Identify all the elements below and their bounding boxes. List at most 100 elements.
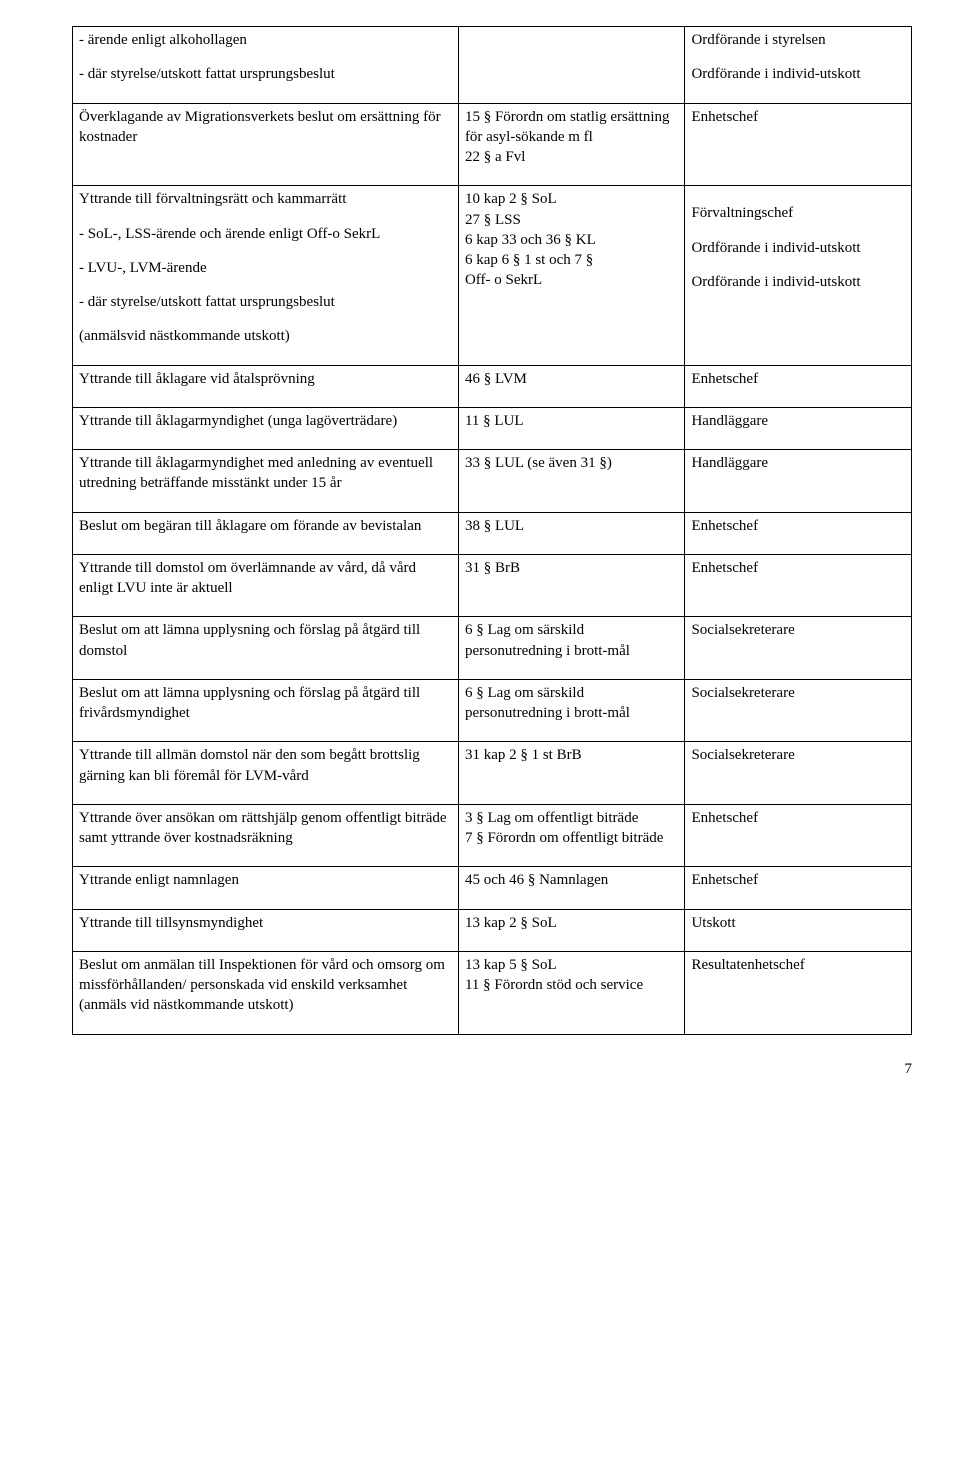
cell-text: - där styrelse/utskott fattat ursprungsb…: [79, 64, 452, 84]
cell-text: Enhetschef: [691, 870, 905, 890]
table-cell: Enhetschef: [685, 804, 912, 867]
table-cell: 31 § BrB: [458, 554, 685, 617]
table-cell: Enhetschef: [685, 554, 912, 617]
table-row: Yttrande till förvaltningsrätt och kamma…: [73, 186, 912, 365]
cell-text: Utskott: [691, 913, 905, 933]
cell-text: - där styrelse/utskott fattat ursprungsb…: [79, 292, 452, 312]
table-cell: 13 kap 2 § SoL: [458, 909, 685, 951]
cell-text: 31 § BrB: [465, 558, 679, 578]
table-cell: 6 § Lag om särskild personutredning i br…: [458, 617, 685, 680]
cell-text: Beslut om att lämna upplysning och försl…: [79, 620, 452, 661]
table-cell: Beslut om anmälan till Inspektionen för …: [73, 951, 459, 1034]
cell-text: 46 § LVM: [465, 369, 679, 389]
table-cell: Socialsekreterare: [685, 617, 912, 680]
cell-text: Beslut om anmälan till Inspektionen för …: [79, 955, 452, 1016]
cell-text: Ordförande i styrelsen: [691, 30, 905, 50]
table-cell: 6 § Lag om särskild personutredning i br…: [458, 679, 685, 742]
table-cell: Handläggare: [685, 450, 912, 513]
table-row: Yttrande till allmän domstol när den som…: [73, 742, 912, 805]
table-row: Yttrande till åklagare vid åtalsprövning…: [73, 365, 912, 407]
table-cell: Yttrande till åklagare vid åtalsprövning: [73, 365, 459, 407]
table-cell: Enhetschef: [685, 365, 912, 407]
table-row: Yttrande till tillsynsmyndighet 13 kap 2 …: [73, 909, 912, 951]
table-cell: Yttrande enligt namnlagen: [73, 867, 459, 909]
table-cell: Yttrande till domstol om överlämnande av…: [73, 554, 459, 617]
table-cell: Utskott: [685, 909, 912, 951]
table-cell: Ordförande i styrelsenOrdförande i indiv…: [685, 27, 912, 104]
table-cell: Resultatenhetschef: [685, 951, 912, 1034]
table-cell: Överklagande av Migrationsverkets beslut…: [73, 103, 459, 186]
cell-text: 45 och 46 § Namnlagen: [465, 870, 679, 890]
cell-text: 10 kap 2 § SoL27 § LSS6 kap 33 och 36 § …: [465, 189, 679, 290]
cell-text: Socialsekreterare: [691, 683, 905, 703]
cell-text: 13 kap 2 § SoL: [465, 913, 679, 933]
cell-text: 3 § Lag om offentligt biträde7 § Förordn…: [465, 808, 679, 849]
table-cell: [458, 27, 685, 104]
table-row: Yttrande enligt namnlagen 45 och 46 § Nam…: [73, 867, 912, 909]
cell-text: Yttrande till förvaltningsrätt och kamma…: [79, 189, 452, 209]
table-cell: Förvaltningschef Ordförande i individ-uts…: [685, 186, 912, 365]
table-cell: Handläggare: [685, 407, 912, 449]
table-cell: Enhetschef: [685, 867, 912, 909]
table-cell: 15 § Förordn om statlig ersättning för a…: [458, 103, 685, 186]
table-cell: Socialsekreterare: [685, 679, 912, 742]
table-cell: Beslut om att lämna upplysning och försl…: [73, 617, 459, 680]
cell-text: - LVU-, LVM-ärende: [79, 258, 452, 278]
table-cell: 11 § LUL: [458, 407, 685, 449]
table-row: Yttrande till åklagarmyndighet med anled…: [73, 450, 912, 513]
table-cell: 46 § LVM: [458, 365, 685, 407]
table-row: Beslut om att lämna upplysning och försl…: [73, 679, 912, 742]
cell-text: Enhetschef: [691, 107, 905, 127]
cell-text: Enhetschef: [691, 558, 905, 578]
table-cell: Yttrande över ansökan om rättshjälp geno…: [73, 804, 459, 867]
cell-text: Yttrande enligt namnlagen: [79, 870, 452, 890]
cell-text: - ärende enligt alkohollagen: [79, 30, 452, 50]
cell-text: Handläggare: [691, 411, 905, 431]
cell-text: 15 § Förordn om statlig ersättning för a…: [465, 107, 679, 168]
table-row: Överklagande av Migrationsverkets beslut…: [73, 103, 912, 186]
cell-text: Yttrande över ansökan om rättshjälp geno…: [79, 808, 452, 849]
table-cell: Yttrande till åklagarmyndighet (unga lag…: [73, 407, 459, 449]
table-row: - ärende enligt alkohollagen - där styrel…: [73, 27, 912, 104]
table-cell: Beslut om begäran till åklagare om föran…: [73, 512, 459, 554]
cell-text: Socialsekreterare: [691, 620, 905, 640]
cell-text: Enhetschef: [691, 516, 905, 536]
cell-text: Yttrande till domstol om överlämnande av…: [79, 558, 452, 599]
cell-text: 31 kap 2 § 1 st BrB: [465, 745, 679, 765]
table-cell: Beslut om att lämna upplysning och försl…: [73, 679, 459, 742]
cell-text: Socialsekreterare: [691, 745, 905, 765]
table-row: Beslut om anmälan till Inspektionen för …: [73, 951, 912, 1034]
cell-text: Resultatenhetschef: [691, 955, 905, 975]
table-cell: 10 kap 2 § SoL27 § LSS6 kap 33 och 36 § …: [458, 186, 685, 365]
table-cell: 13 kap 5 § SoL11 § Förordn stöd och serv…: [458, 951, 685, 1034]
table-cell: 31 kap 2 § 1 st BrB: [458, 742, 685, 805]
cell-text: Förvaltningschef: [691, 203, 905, 223]
table-cell: 45 och 46 § Namnlagen: [458, 867, 685, 909]
table-row: Yttrande till åklagarmyndighet (unga lag…: [73, 407, 912, 449]
cell-text: Enhetschef: [691, 369, 905, 389]
table-cell: 3 § Lag om offentligt biträde7 § Förordn…: [458, 804, 685, 867]
table-row: Yttrande över ansökan om rättshjälp geno…: [73, 804, 912, 867]
table-cell: Enhetschef: [685, 103, 912, 186]
page-number: 7: [72, 1059, 912, 1079]
table-cell: Socialsekreterare: [685, 742, 912, 805]
cell-text: Handläggare: [691, 453, 905, 473]
cell-text: Yttrande till åklagarmyndighet (unga lag…: [79, 411, 452, 431]
table-row: Yttrande till domstol om överlämnande av…: [73, 554, 912, 617]
table-cell: Enhetschef: [685, 512, 912, 554]
cell-text: 11 § LUL: [465, 411, 679, 431]
table-cell: Yttrande till åklagarmyndighet med anled…: [73, 450, 459, 513]
cell-text: Yttrande till tillsynsmyndighet: [79, 913, 452, 933]
cell-text: 33 § LUL (se även 31 §): [465, 453, 679, 473]
cell-text: 6 § Lag om särskild personutredning i br…: [465, 620, 679, 661]
cell-text: Ordförande i individ-utskott: [691, 238, 905, 258]
table-cell: 38 § LUL: [458, 512, 685, 554]
cell-text: Beslut om begäran till åklagare om föran…: [79, 516, 452, 536]
cell-text: Överklagande av Migrationsverkets beslut…: [79, 107, 452, 148]
cell-text: - SoL-, LSS-ärende och ärende enligt Off…: [79, 224, 452, 244]
document-table: - ärende enligt alkohollagen - där styrel…: [72, 26, 912, 1035]
table-cell: Yttrande till förvaltningsrätt och kamma…: [73, 186, 459, 365]
table-cell: 33 § LUL (se även 31 §): [458, 450, 685, 513]
cell-text: Enhetschef: [691, 808, 905, 828]
table-row: Beslut om begäran till åklagare om föran…: [73, 512, 912, 554]
